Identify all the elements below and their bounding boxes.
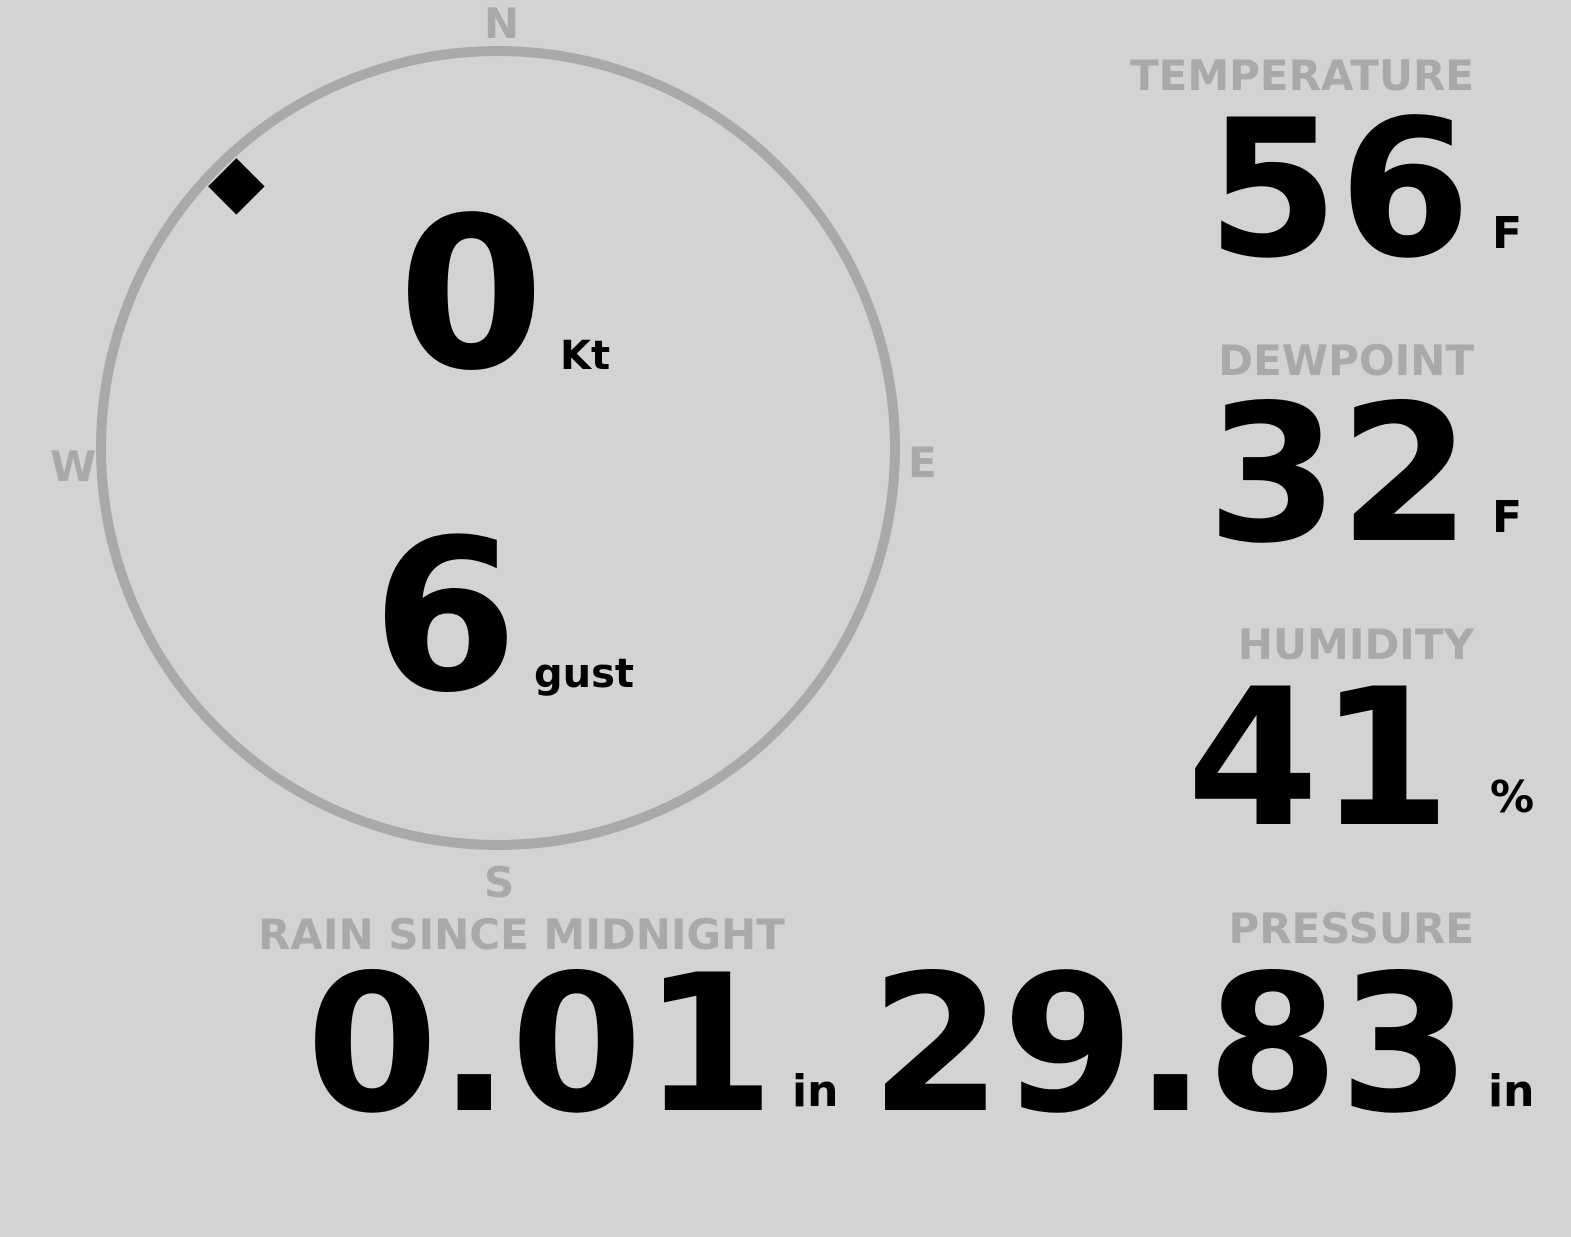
wind-gust-unit: gust — [534, 651, 635, 697]
wind-speed-value: 0 — [398, 172, 545, 417]
pressure-unit: in — [1488, 1066, 1535, 1117]
compass-ring — [96, 46, 900, 850]
humidity-value: 41 — [1186, 648, 1451, 869]
wind-speed-unit: Kt — [560, 333, 611, 379]
dewpoint-card: DEWPOINT — [1218, 340, 1474, 382]
rain-unit: in — [792, 1066, 839, 1117]
compass-east: E — [908, 438, 937, 487]
rain-value: 0.01 — [306, 934, 775, 1155]
temperature-card: TEMPERATURE — [1130, 55, 1474, 97]
wind-compass — [96, 46, 900, 850]
rain-label: RAIN SINCE MIDNIGHT — [258, 910, 785, 959]
dewpoint-unit: F — [1492, 492, 1523, 543]
compass-south: S — [484, 858, 515, 907]
temperature-value: 56 — [1206, 79, 1471, 300]
wind-gust-value: 6 — [372, 494, 519, 739]
dewpoint-label: DEWPOINT — [1218, 336, 1474, 385]
compass-west: W — [50, 442, 97, 491]
dewpoint-value: 32 — [1206, 364, 1471, 585]
temperature-unit: F — [1492, 208, 1523, 259]
wind-direction-marker — [208, 158, 265, 215]
compass-north: N — [484, 0, 520, 48]
temperature-label: TEMPERATURE — [1130, 51, 1474, 100]
humidity-unit: % — [1490, 772, 1535, 823]
pressure-label: PRESSURE — [1228, 904, 1474, 953]
pressure-card: PRESSURE — [1228, 908, 1474, 950]
pressure-value: 29.83 — [870, 934, 1471, 1155]
humidity-card: HUMIDITY — [1238, 624, 1474, 666]
humidity-label: HUMIDITY — [1237, 620, 1474, 669]
